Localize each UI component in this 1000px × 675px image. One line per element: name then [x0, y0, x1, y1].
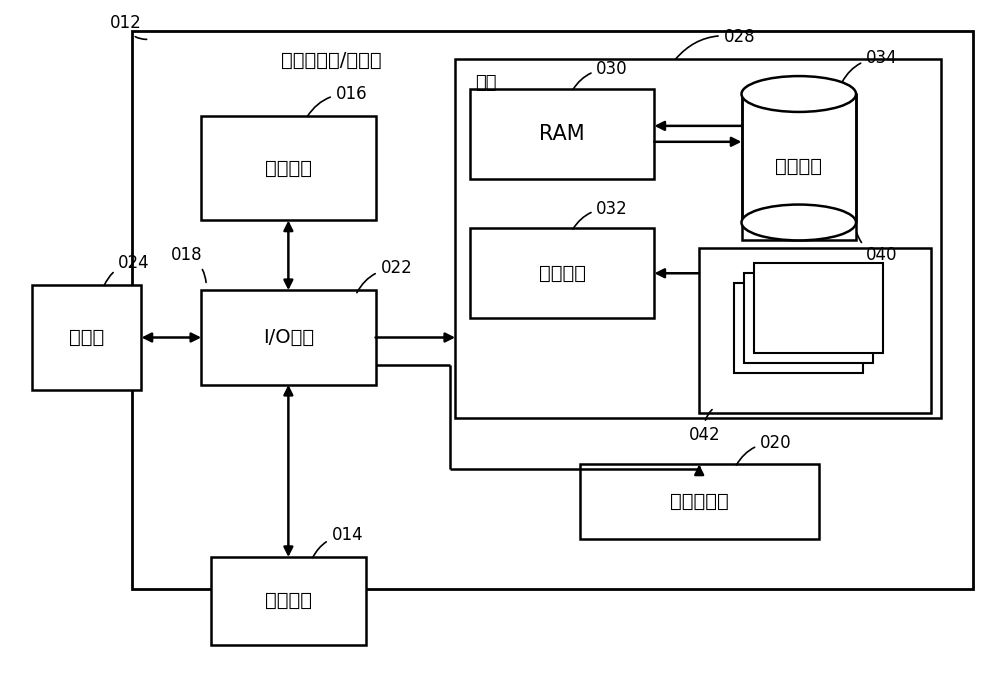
- Text: 028: 028: [676, 28, 755, 59]
- Text: 存储系统: 存储系统: [775, 157, 822, 176]
- Bar: [754, 263, 883, 353]
- Text: I/O接口: I/O接口: [263, 328, 314, 347]
- Bar: [455, 59, 941, 418]
- Bar: [132, 31, 973, 589]
- Bar: [201, 116, 376, 221]
- Bar: [32, 286, 141, 389]
- Text: 018: 018: [171, 246, 206, 282]
- Text: 显示器: 显示器: [69, 328, 104, 347]
- Bar: [470, 89, 654, 179]
- Text: 014: 014: [313, 526, 363, 558]
- Bar: [201, 290, 376, 385]
- Text: 高速缓存: 高速缓存: [539, 264, 586, 283]
- Text: 内存: 内存: [475, 74, 497, 92]
- Bar: [734, 284, 863, 373]
- Text: 030: 030: [573, 60, 628, 90]
- Text: 网络适配器: 网络适配器: [670, 492, 729, 512]
- Ellipse shape: [742, 205, 856, 240]
- Bar: [211, 557, 366, 645]
- Bar: [699, 248, 931, 412]
- Bar: [744, 273, 873, 363]
- Text: 040: 040: [857, 233, 897, 265]
- Text: 016: 016: [307, 85, 367, 117]
- Text: RAM: RAM: [539, 124, 585, 144]
- Text: 012: 012: [110, 14, 147, 39]
- Text: 外部设备: 外部设备: [265, 591, 312, 610]
- Bar: [470, 228, 654, 318]
- Text: 处理单元: 处理单元: [265, 159, 312, 178]
- Text: 032: 032: [573, 200, 628, 229]
- Text: 034: 034: [842, 49, 898, 82]
- Text: 042: 042: [689, 410, 721, 443]
- Bar: [742, 94, 856, 240]
- Ellipse shape: [742, 76, 856, 112]
- Text: 计算机系统/服务器: 计算机系统/服务器: [281, 51, 382, 70]
- Text: 020: 020: [736, 433, 792, 465]
- Bar: [580, 464, 819, 539]
- Text: 022: 022: [357, 259, 412, 293]
- Text: 024: 024: [104, 254, 150, 286]
